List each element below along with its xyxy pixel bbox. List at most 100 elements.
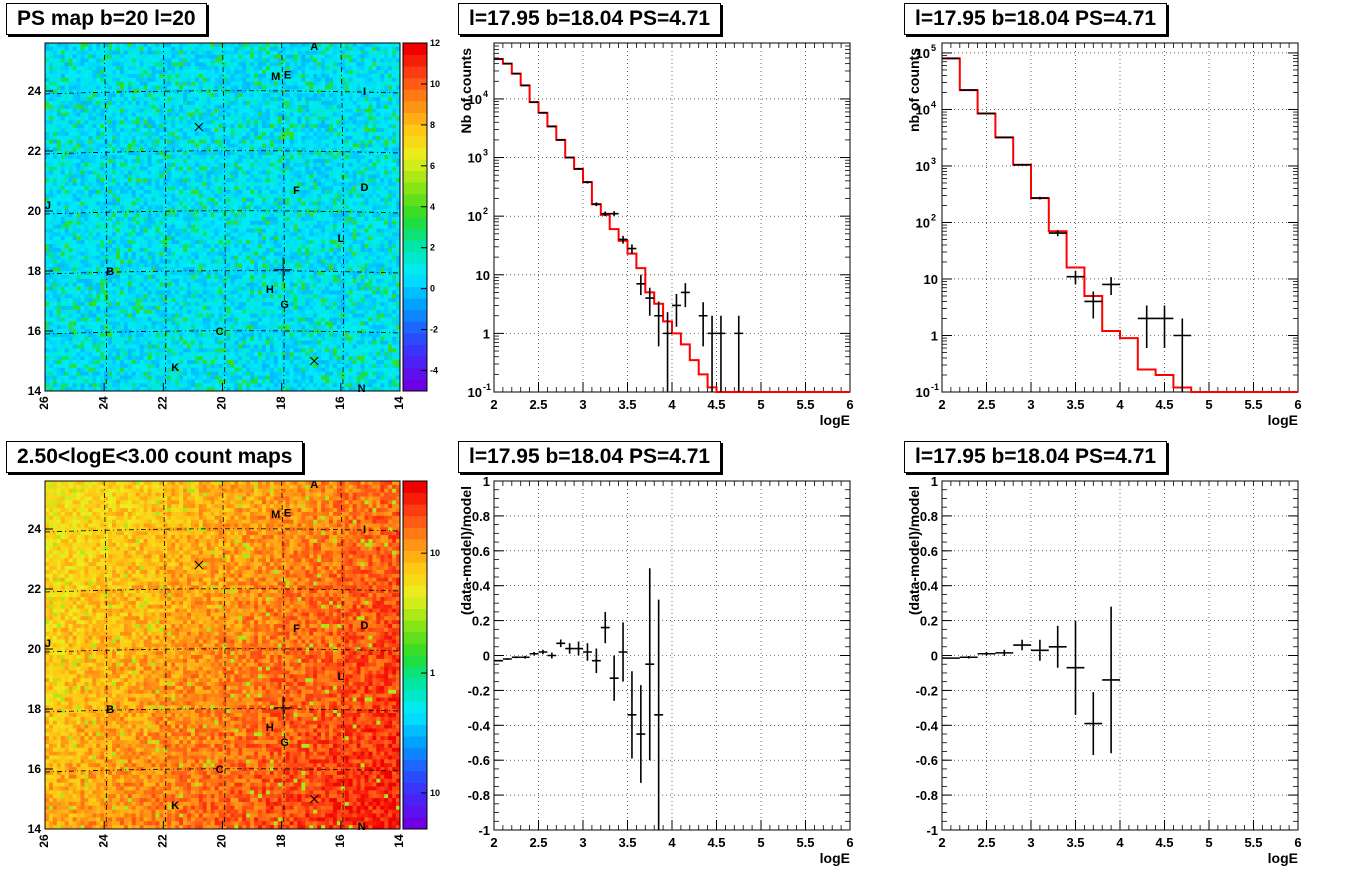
- data-point: [610, 211, 619, 216]
- x-tick-label: 14: [392, 834, 406, 848]
- data-point: [1067, 271, 1085, 285]
- data-point: [636, 275, 645, 295]
- source-label: M: [271, 509, 280, 521]
- source-label: N: [358, 821, 366, 833]
- residual-point: [1031, 640, 1049, 661]
- model-series: [494, 59, 850, 392]
- y-tick-exponent: 4: [931, 99, 936, 109]
- x-tick-label: 4: [668, 397, 676, 412]
- heatmap-cells: [45, 481, 400, 829]
- heatmap-cells: [45, 43, 400, 391]
- data-point: [1102, 277, 1120, 295]
- source-label: B: [106, 704, 114, 716]
- residual-point: [521, 656, 530, 659]
- colorbar-tick-label: 0: [430, 284, 435, 294]
- source-label: F: [293, 185, 300, 197]
- x-axis-title: logE: [1268, 850, 1298, 866]
- y-tick-label: 0: [483, 649, 490, 664]
- x-tick-label: 4: [1116, 835, 1124, 850]
- residual-point: [942, 657, 960, 658]
- residual-point: [592, 649, 601, 673]
- data-point: [672, 294, 681, 327]
- residual-point: [547, 653, 556, 659]
- source-label: A: [310, 479, 318, 491]
- x-tick-label: 5: [1205, 397, 1212, 412]
- data-point: [521, 85, 530, 86]
- data-point: [1173, 318, 1191, 392]
- data-point: [1013, 164, 1031, 166]
- gridlines: [494, 43, 850, 392]
- y-tick-label: 0.8: [472, 509, 490, 524]
- residual-point: [1102, 607, 1120, 754]
- y-tick-label: 10: [916, 385, 930, 400]
- data-point: [574, 168, 583, 170]
- x-tick-label: 24: [96, 396, 110, 410]
- x-tick-label: 2.5: [977, 835, 995, 850]
- y-tick-label: 10: [924, 272, 938, 287]
- y-tick-label: -0.8: [916, 788, 938, 803]
- x-tick-label: 16: [333, 834, 347, 848]
- source-label: M: [271, 71, 280, 83]
- chart-title: PS map b=20 l=20: [6, 3, 207, 35]
- x-tick-label: 2.5: [529, 397, 547, 412]
- source-label: E: [284, 508, 291, 520]
- residual-point: [645, 568, 654, 760]
- x-tick-label: 18: [274, 396, 288, 410]
- data-point: [556, 139, 565, 140]
- chart-title: l=17.95 b=18.04 PS=4.71: [458, 3, 721, 35]
- x-tick-label: 6: [846, 835, 853, 850]
- residual-point: [995, 650, 1013, 656]
- y-tick-label: 22: [28, 144, 42, 158]
- data-point: [708, 316, 717, 392]
- data-point: [547, 126, 556, 127]
- y-tick-label: -0.2: [468, 683, 490, 698]
- x-tick-label: 26: [37, 834, 51, 848]
- y-tick-label: 10: [476, 268, 490, 283]
- x-tick-label: 18: [274, 834, 288, 848]
- data-point: [530, 102, 539, 103]
- data-point: [1156, 305, 1174, 348]
- x-tick-label: 20: [215, 396, 229, 410]
- y-tick-label: 0.4: [472, 579, 491, 594]
- residual-point: [628, 671, 637, 758]
- y-tick-label: 0.8: [920, 509, 938, 524]
- x-tick-label: 5: [757, 397, 764, 412]
- colorbar-tick-label: 1: [430, 668, 435, 678]
- y-tick-label: 0.2: [920, 614, 938, 629]
- y-tick-label: -0.4: [468, 718, 491, 733]
- x-tick-label: 26: [37, 396, 51, 410]
- colorbar-tick-label: 4: [430, 202, 435, 212]
- y-tick-label: 24: [28, 84, 42, 98]
- data-point: [960, 90, 978, 91]
- y-tick-exponent: 4: [483, 89, 488, 99]
- x-tick-label: 3.5: [618, 397, 636, 412]
- y-tick-label: -1: [926, 823, 938, 838]
- colorbar-tick-label: 10: [430, 788, 440, 798]
- source-label: J: [45, 638, 51, 650]
- x-axis-title: logE: [820, 412, 850, 428]
- y-tick-exponent: -1: [483, 382, 491, 392]
- residual-point: [654, 600, 663, 830]
- x-tick-label: 3.5: [1066, 397, 1084, 412]
- x-tick-label: 14: [392, 396, 406, 410]
- source-label: B: [106, 266, 114, 278]
- x-tick-label: 4.5: [707, 835, 725, 850]
- residual-point: [512, 656, 521, 658]
- data-point: [628, 244, 637, 253]
- y-tick-exponent: -1: [931, 382, 939, 392]
- y-tick-label: 1: [483, 326, 490, 341]
- x-tick-label: 6: [1294, 397, 1301, 412]
- x-tick-label: 6: [1294, 835, 1301, 850]
- data-point: [565, 157, 574, 159]
- x-tick-label: 5: [757, 835, 764, 850]
- data-point: [503, 63, 512, 64]
- source-label: I: [363, 524, 366, 536]
- source-label: E: [284, 70, 291, 82]
- x-tick-label: 16: [333, 396, 347, 410]
